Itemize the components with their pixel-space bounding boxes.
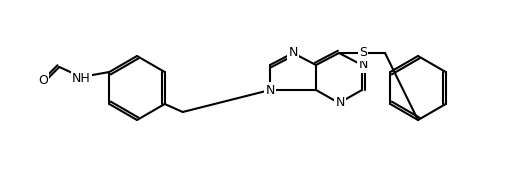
Text: O: O xyxy=(38,74,48,87)
Text: N: N xyxy=(289,46,298,59)
Text: N: N xyxy=(358,59,367,72)
Text: N: N xyxy=(265,83,275,96)
Text: S: S xyxy=(359,46,367,59)
Text: N: N xyxy=(335,96,345,109)
Text: NH: NH xyxy=(72,72,91,85)
